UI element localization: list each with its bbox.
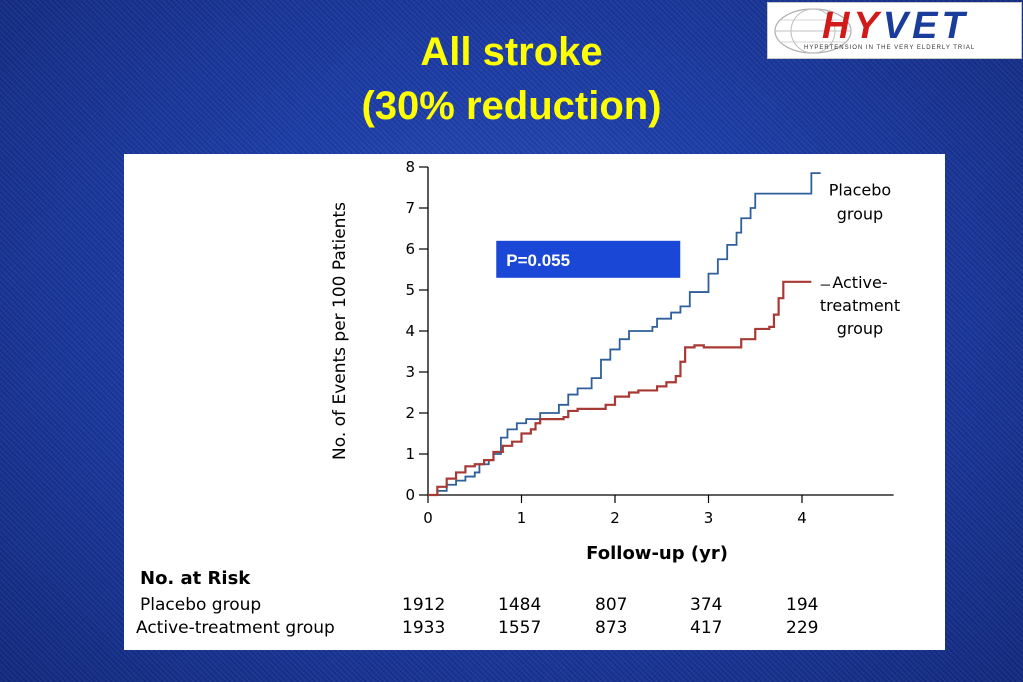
risk-table-title: No. at Risk [140,568,251,589]
y-tick-label: 5 [405,281,415,299]
x-tick-label: 1 [517,509,527,527]
x-tick-label: 3 [704,509,714,527]
slide-title-line-2: (30% reduction) [361,84,662,128]
x-axis-label: Follow-up (yr) [586,543,728,564]
placebo-series-label: Placebo [829,181,891,200]
placebo-series-label: group [837,205,883,224]
x-tick-label: 0 [423,509,433,527]
kaplan-meier-chart: 0 1 2 3 4 5 6 7 8 0 1 2 3 4 Follow-up (yr) No. of Event… [330,158,900,564]
risk-value: 1557 [498,618,542,638]
y-tick-label: 1 [405,445,415,463]
p-value-box [496,240,681,278]
placebo-series-line [428,172,821,496]
y-tick-label: 7 [405,199,415,217]
risk-value: 1484 [498,595,542,615]
risk-value: 1933 [402,618,446,638]
logo-subtitle: HYPERTENSION IN THE VERY ELDERLY TRIAL [804,45,976,51]
p-value-text: P=0.055 [506,251,570,270]
y-tick-label: 2 [405,404,415,422]
hyvet-logo: HYVET HYPERTENSION IN THE VERY ELDERLY T… [767,2,1022,59]
x-tick-label: 4 [797,509,807,527]
risk-value: 1912 [402,595,446,615]
chart-panel: 0 1 2 3 4 5 6 7 8 0 1 2 3 4 Follow-up (yr) No. of Event… [124,154,945,650]
y-tick-label: 0 [405,486,415,504]
y-tick-label: 4 [405,322,415,340]
slide-title-line-1: All stroke [420,30,603,74]
globe-icon [774,8,852,54]
active-series-label: Active- [832,273,887,292]
active-series-line [428,280,812,497]
active-series-label: treatment [820,296,900,315]
x-tick-label: 2 [610,509,620,527]
y-axis-label: No. of Events per 100 Patients [330,202,350,460]
risk-value: 807 [595,595,628,615]
active-series-label: group [837,319,883,338]
risk-value: 374 [690,595,723,615]
risk-row-label-placebo: Placebo group [140,595,262,615]
risk-value: 873 [595,618,628,638]
y-tick-label: 8 [405,158,415,176]
logo-wordmark: HYVET [822,5,969,47]
risk-row-label-active: Active-treatment group [136,618,335,638]
y-tick-label: 3 [405,363,415,381]
risk-value: 194 [786,595,819,615]
risk-value: 229 [786,618,819,638]
y-tick-label: 6 [405,240,415,258]
risk-value: 417 [690,618,723,638]
